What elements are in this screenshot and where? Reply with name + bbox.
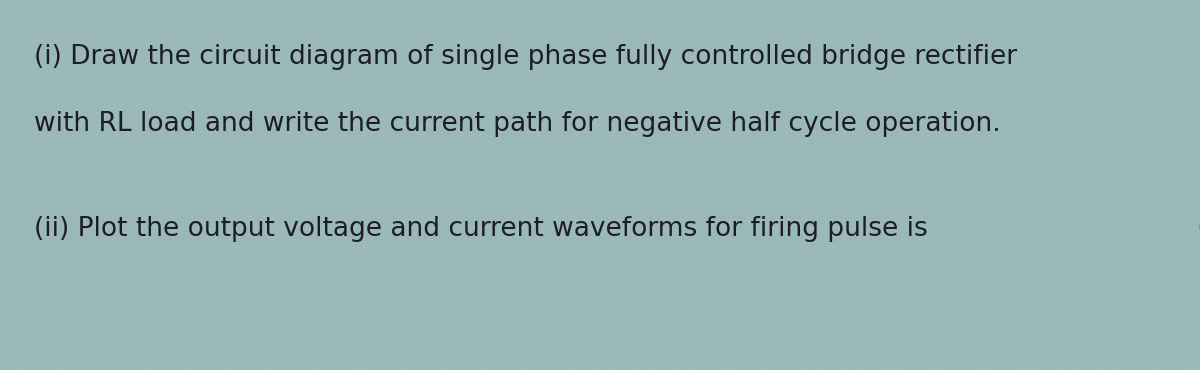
Text: with RL load and write the current path for negative half cycle operation.: with RL load and write the current path … [34,111,1001,137]
Text: (ii) Plot the output voltage and current waveforms for firing pulse is: (ii) Plot the output voltage and current… [34,216,936,242]
Text: 60°: 60° [1198,215,1200,243]
Text: (i) Draw the circuit diagram of single phase fully controlled bridge rectifier: (i) Draw the circuit diagram of single p… [34,44,1016,70]
